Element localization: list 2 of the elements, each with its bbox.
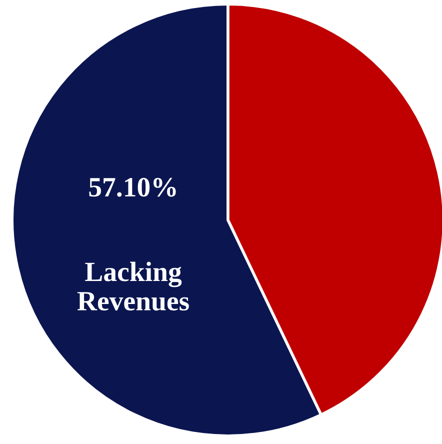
slice-label: Lacking Revenues <box>77 262 189 311</box>
data-label: 57.10% <box>89 178 176 197</box>
